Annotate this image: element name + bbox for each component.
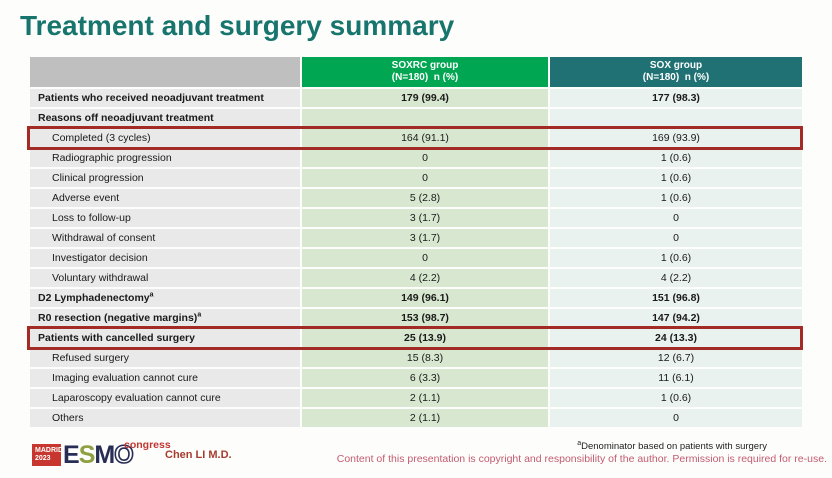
row-value-sox: 0	[550, 209, 802, 227]
row-label-sup: a	[197, 311, 202, 319]
row-value-soxrc: 25 (13.9)	[302, 329, 548, 347]
row-value-sox: 4 (2.2)	[550, 269, 802, 287]
row-value-sox: 24 (13.3)	[550, 329, 802, 347]
table-row: Clinical progression 0 1 (0.6)	[30, 169, 802, 187]
table-header-row: SOXRC group (N=180) n (%) SOX group (N=1…	[30, 57, 802, 87]
row-value-soxrc: 15 (8.3)	[302, 349, 548, 367]
footnote-text: Denominator based on patients with surge…	[581, 441, 767, 453]
row-value-soxrc: 5 (2.8)	[302, 189, 548, 207]
row-label: Others	[30, 409, 300, 427]
header-empty-cell	[30, 57, 300, 87]
badge-year: 2023	[35, 455, 51, 462]
row-label: Laparoscopy evaluation cannot cure	[30, 389, 300, 407]
row-value-sox: 1 (0.6)	[550, 189, 802, 207]
presenter-name: Chen LI M.D.	[165, 449, 232, 461]
table-row: D2 Lymphadenectomya 149 (96.1) 151 (96.8)	[30, 289, 802, 307]
header-soxrc-group: SOXRC group (N=180) n (%)	[302, 57, 548, 87]
row-value-sox: 1 (0.6)	[550, 249, 802, 267]
row-value-sox: 12 (6.7)	[550, 349, 802, 367]
table-row: R0 resection (negative margins)a 153 (98.…	[30, 309, 802, 327]
slide-title: Treatment and surgery summary	[20, 10, 455, 41]
table-row: Laparoscopy evaluation cannot cure 2 (1.1…	[30, 389, 802, 407]
header-soxrc-line2: (N=180) n (%)	[391, 72, 459, 83]
table-row: Loss to follow-up 3 (1.7) 0	[30, 209, 802, 227]
madrid-2023-badge: MADRID 2023	[32, 444, 63, 466]
row-value-sox: 169 (93.9)	[550, 129, 802, 147]
row-label: Completed (3 cycles)	[30, 129, 300, 147]
row-value-soxrc: 0	[302, 149, 548, 167]
table-row: Refused surgery 15 (8.3) 12 (6.7)	[30, 349, 802, 367]
row-value-soxrc: 3 (1.7)	[302, 229, 548, 247]
row-label: Loss to follow-up	[30, 209, 300, 227]
row-label: Refused surgery	[30, 349, 300, 367]
esmo-congress-logo: MADRID 2023 ESMO congress	[32, 438, 171, 474]
table-row: Radiographic progression 0 1 (0.6)	[30, 149, 802, 167]
row-value-sox: 1 (0.6)	[550, 149, 802, 167]
row-value-soxrc: 153 (98.7)	[302, 309, 548, 327]
row-label: Radiographic progression	[30, 149, 300, 167]
row-label: Investigator decision	[30, 249, 300, 267]
row-label: D2 Lymphadenectomya	[30, 289, 300, 307]
row-value-soxrc: 149 (96.1)	[302, 289, 548, 307]
row-value-sox: 1 (0.6)	[550, 389, 802, 407]
row-value-soxrc: 2 (1.1)	[302, 409, 548, 427]
row-value-sox: 0	[550, 409, 802, 427]
table-row: Others 2 (1.1) 0	[30, 409, 802, 427]
row-value-soxrc: 0	[302, 249, 548, 267]
row-label: Clinical progression	[30, 169, 300, 187]
row-value-sox	[550, 109, 802, 127]
row-label: Voluntary withdrawal	[30, 269, 300, 287]
row-value-sox: 1 (0.6)	[550, 169, 802, 187]
header-soxrc-line1: SOXRC group	[391, 60, 459, 71]
row-value-sox: 147 (94.2)	[550, 309, 802, 327]
table-body: Patients who received neoadjuvant treatm…	[27, 89, 803, 427]
table-row: Patients who received neoadjuvant treatm…	[30, 89, 802, 107]
row-label: R0 resection (negative margins)a	[30, 309, 300, 327]
row-value-soxrc: 3 (1.7)	[302, 209, 548, 227]
row-label-sup: a	[149, 291, 154, 299]
row-value-soxrc: 6 (3.3)	[302, 369, 548, 387]
table-row-highlighted: Patients with cancelled surgery 25 (13.9)…	[27, 326, 803, 350]
row-label: Adverse event	[30, 189, 300, 207]
row-value-soxrc: 0	[302, 169, 548, 187]
header-sox-group: SOX group (N=180) n (%)	[550, 57, 802, 87]
row-value-sox: 151 (96.8)	[550, 289, 802, 307]
table-row: Reasons off neoadjuvant treatment	[30, 109, 802, 127]
row-label: Withdrawal of consent	[30, 229, 300, 247]
table-row: Withdrawal of consent 3 (1.7) 0	[30, 229, 802, 247]
header-sox-line2: (N=180) n (%)	[642, 72, 710, 83]
row-value-soxrc: 164 (91.1)	[302, 129, 548, 147]
row-value-sox: 11 (6.1)	[550, 369, 802, 387]
row-value-soxrc	[302, 109, 548, 127]
header-sox-line1: SOX group	[649, 60, 703, 71]
row-label: Reasons off neoadjuvant treatment	[30, 109, 300, 127]
congress-label: congress	[124, 439, 171, 451]
copyright-notice: Content of this presentation is copyrigh…	[336, 453, 827, 465]
table-row: Voluntary withdrawal 4 (2.2) 4 (2.2)	[30, 269, 802, 287]
row-value-sox: 177 (98.3)	[550, 89, 802, 107]
badge-city: MADRID	[35, 447, 63, 454]
row-value-soxrc: 4 (2.2)	[302, 269, 548, 287]
row-value-soxrc: 2 (1.1)	[302, 389, 548, 407]
table-row: Imaging evaluation cannot cure 6 (3.3) 11 …	[30, 369, 802, 387]
table-row-highlighted: Completed (3 cycles) 164 (91.1) 169 (93.9)	[27, 126, 803, 150]
esmo-wordmark: ESMO	[63, 440, 135, 470]
table-row: Adverse event 5 (2.8) 1 (0.6)	[30, 189, 802, 207]
row-label: Patients who received neoadjuvant treatm…	[30, 89, 300, 107]
row-label: Imaging evaluation cannot cure	[30, 369, 300, 387]
row-label: Patients with cancelled surgery	[30, 329, 300, 347]
footnote-sup: a	[577, 440, 582, 447]
row-value-sox: 0	[550, 229, 802, 247]
row-value-soxrc: 179 (99.4)	[302, 89, 548, 107]
table-row: Investigator decision 0 1 (0.6)	[30, 249, 802, 267]
treatment-surgery-table: SOXRC group (N=180) n (%) SOX group (N=1…	[27, 57, 803, 429]
footnote: aDenominator based on patients with surg…	[577, 440, 767, 452]
